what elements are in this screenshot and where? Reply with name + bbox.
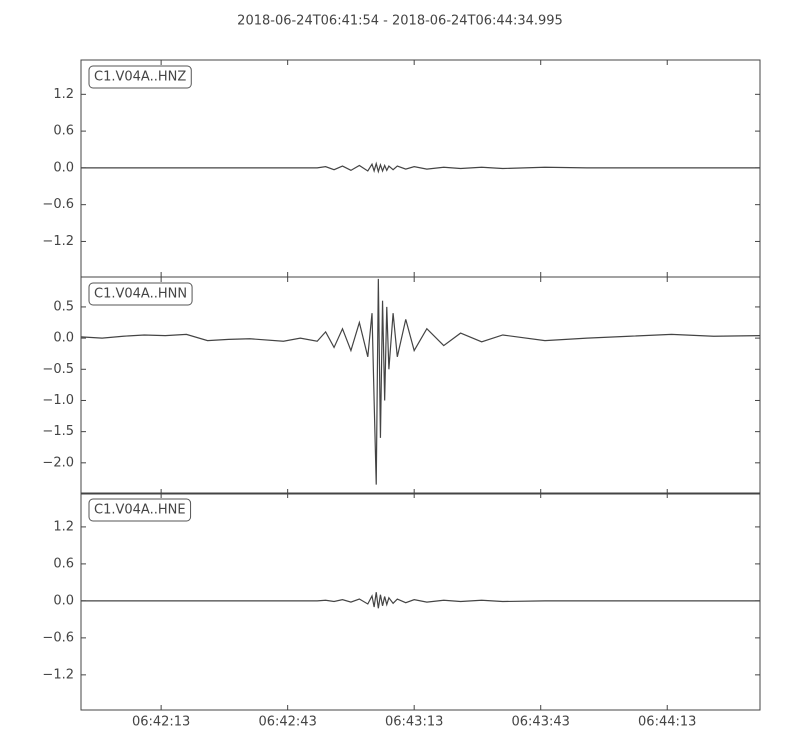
- y-tick-label: −0.5: [42, 362, 74, 377]
- trace-label: C1.V04A..HNE: [94, 503, 186, 518]
- x-tick-label: 06:42:13: [132, 715, 190, 730]
- y-tick-label: 1.2: [53, 519, 74, 534]
- y-tick-label: 1.2: [53, 87, 74, 102]
- panel-frame: [80, 59, 761, 278]
- y-tick-label: 0.0: [53, 593, 74, 608]
- chart-title: 2018-06-24T06:41:54 - 2018-06-24T06:44:3…: [237, 14, 563, 29]
- panel-frame: [80, 276, 761, 495]
- y-tick-label: −2.0: [42, 455, 74, 470]
- x-tick-label: 06:44:13: [638, 715, 696, 730]
- x-tick-label: 06:43:43: [512, 715, 570, 730]
- waveform: [81, 161, 760, 174]
- trace-label: C1.V04A..HNN: [94, 287, 187, 302]
- y-tick-label: −0.6: [42, 197, 74, 212]
- y-tick-label: −0.6: [42, 630, 74, 645]
- y-tick-label: −1.5: [42, 424, 74, 439]
- y-tick-label: 0.5: [53, 299, 74, 314]
- trace-label-box: [88, 282, 193, 306]
- y-tick-label: 0.0: [53, 331, 74, 346]
- y-tick-label: 0.6: [53, 556, 74, 571]
- y-tick-label: −1.2: [42, 667, 74, 682]
- y-tick-label: −1.2: [42, 234, 74, 249]
- trace-label-box: [88, 498, 192, 522]
- y-tick-label: −1.0: [42, 393, 74, 408]
- y-tick-label: 0.0: [53, 160, 74, 175]
- waveform: [81, 592, 760, 609]
- waveform: [81, 278, 760, 485]
- x-tick-label: 06:43:13: [385, 715, 443, 730]
- x-tick-label: 06:42:43: [258, 715, 316, 730]
- y-tick-label: 0.6: [53, 124, 74, 139]
- panel-frame: [80, 492, 761, 711]
- trace-label-box: [88, 65, 192, 89]
- trace-label: C1.V04A..HNZ: [94, 70, 186, 85]
